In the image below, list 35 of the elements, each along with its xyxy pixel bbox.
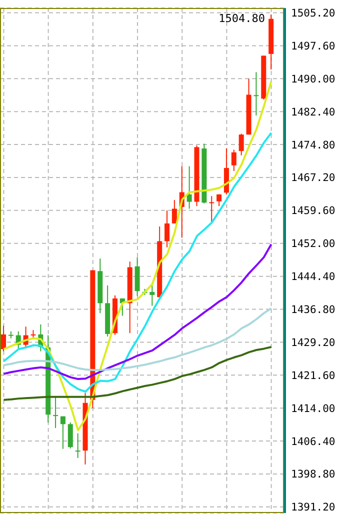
candlestick (254, 72, 259, 116)
line-series (2, 307, 272, 371)
candlestick (150, 284, 155, 306)
y-tick-label: 1444.40 (291, 271, 336, 284)
y-tick-label: 1452.00 (291, 238, 336, 250)
y-tick-label: 1467.20 (291, 172, 336, 184)
candlestick (209, 196, 214, 223)
y-tick-label: 1414.00 (291, 402, 336, 415)
candlestick (1, 325, 6, 352)
y-tick-label: 1436.80 (291, 304, 336, 316)
y-tick-label: 1459.60 (291, 205, 336, 218)
candlestick (186, 166, 192, 210)
annotation: 1504.80 (218, 12, 265, 25)
candlestick (68, 422, 73, 449)
candlestick (53, 396, 58, 429)
y-tick-label: 1406.40 (291, 436, 336, 448)
y-tick-label: 1398.80 (291, 468, 336, 481)
line-series (2, 80, 272, 432)
line-series (2, 346, 272, 401)
line-series (2, 132, 272, 393)
y-tick-label: 1505.20 (291, 7, 336, 20)
candlestick (172, 200, 177, 224)
candlestick (75, 432, 80, 458)
line-series (2, 243, 272, 380)
candlestick (238, 133, 244, 156)
candlestick (164, 210, 170, 248)
candlestick (231, 149, 236, 172)
y-tick-label: 1474.80 (291, 139, 336, 152)
y-tick-label: 1429.20 (291, 336, 336, 349)
y-tick-label: 1482.40 (291, 106, 336, 118)
candlestick (60, 416, 66, 450)
y-tick-label: 1497.60 (291, 40, 336, 52)
y-tick-label: 1490.00 (291, 73, 336, 86)
y-tick-label: 1391.20 (291, 502, 336, 514)
y-tick-label: 1421.60 (291, 370, 336, 382)
